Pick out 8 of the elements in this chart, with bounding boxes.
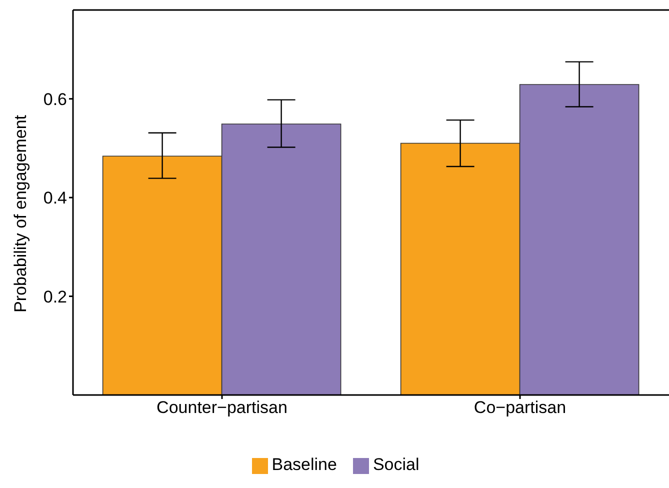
y-tick-label: 0.4 (43, 188, 67, 208)
x-tick-label: Counter−partisan (156, 398, 288, 418)
legend-label: Social (372, 455, 420, 474)
legend-label: Baseline (272, 455, 337, 474)
y-tick-label: 0.6 (43, 90, 67, 109)
x-tick-label: Co−partisan (474, 398, 566, 418)
y-tick-label: 0.2 (43, 287, 67, 306)
y-axis-title: Probability of engagement (11, 114, 30, 312)
